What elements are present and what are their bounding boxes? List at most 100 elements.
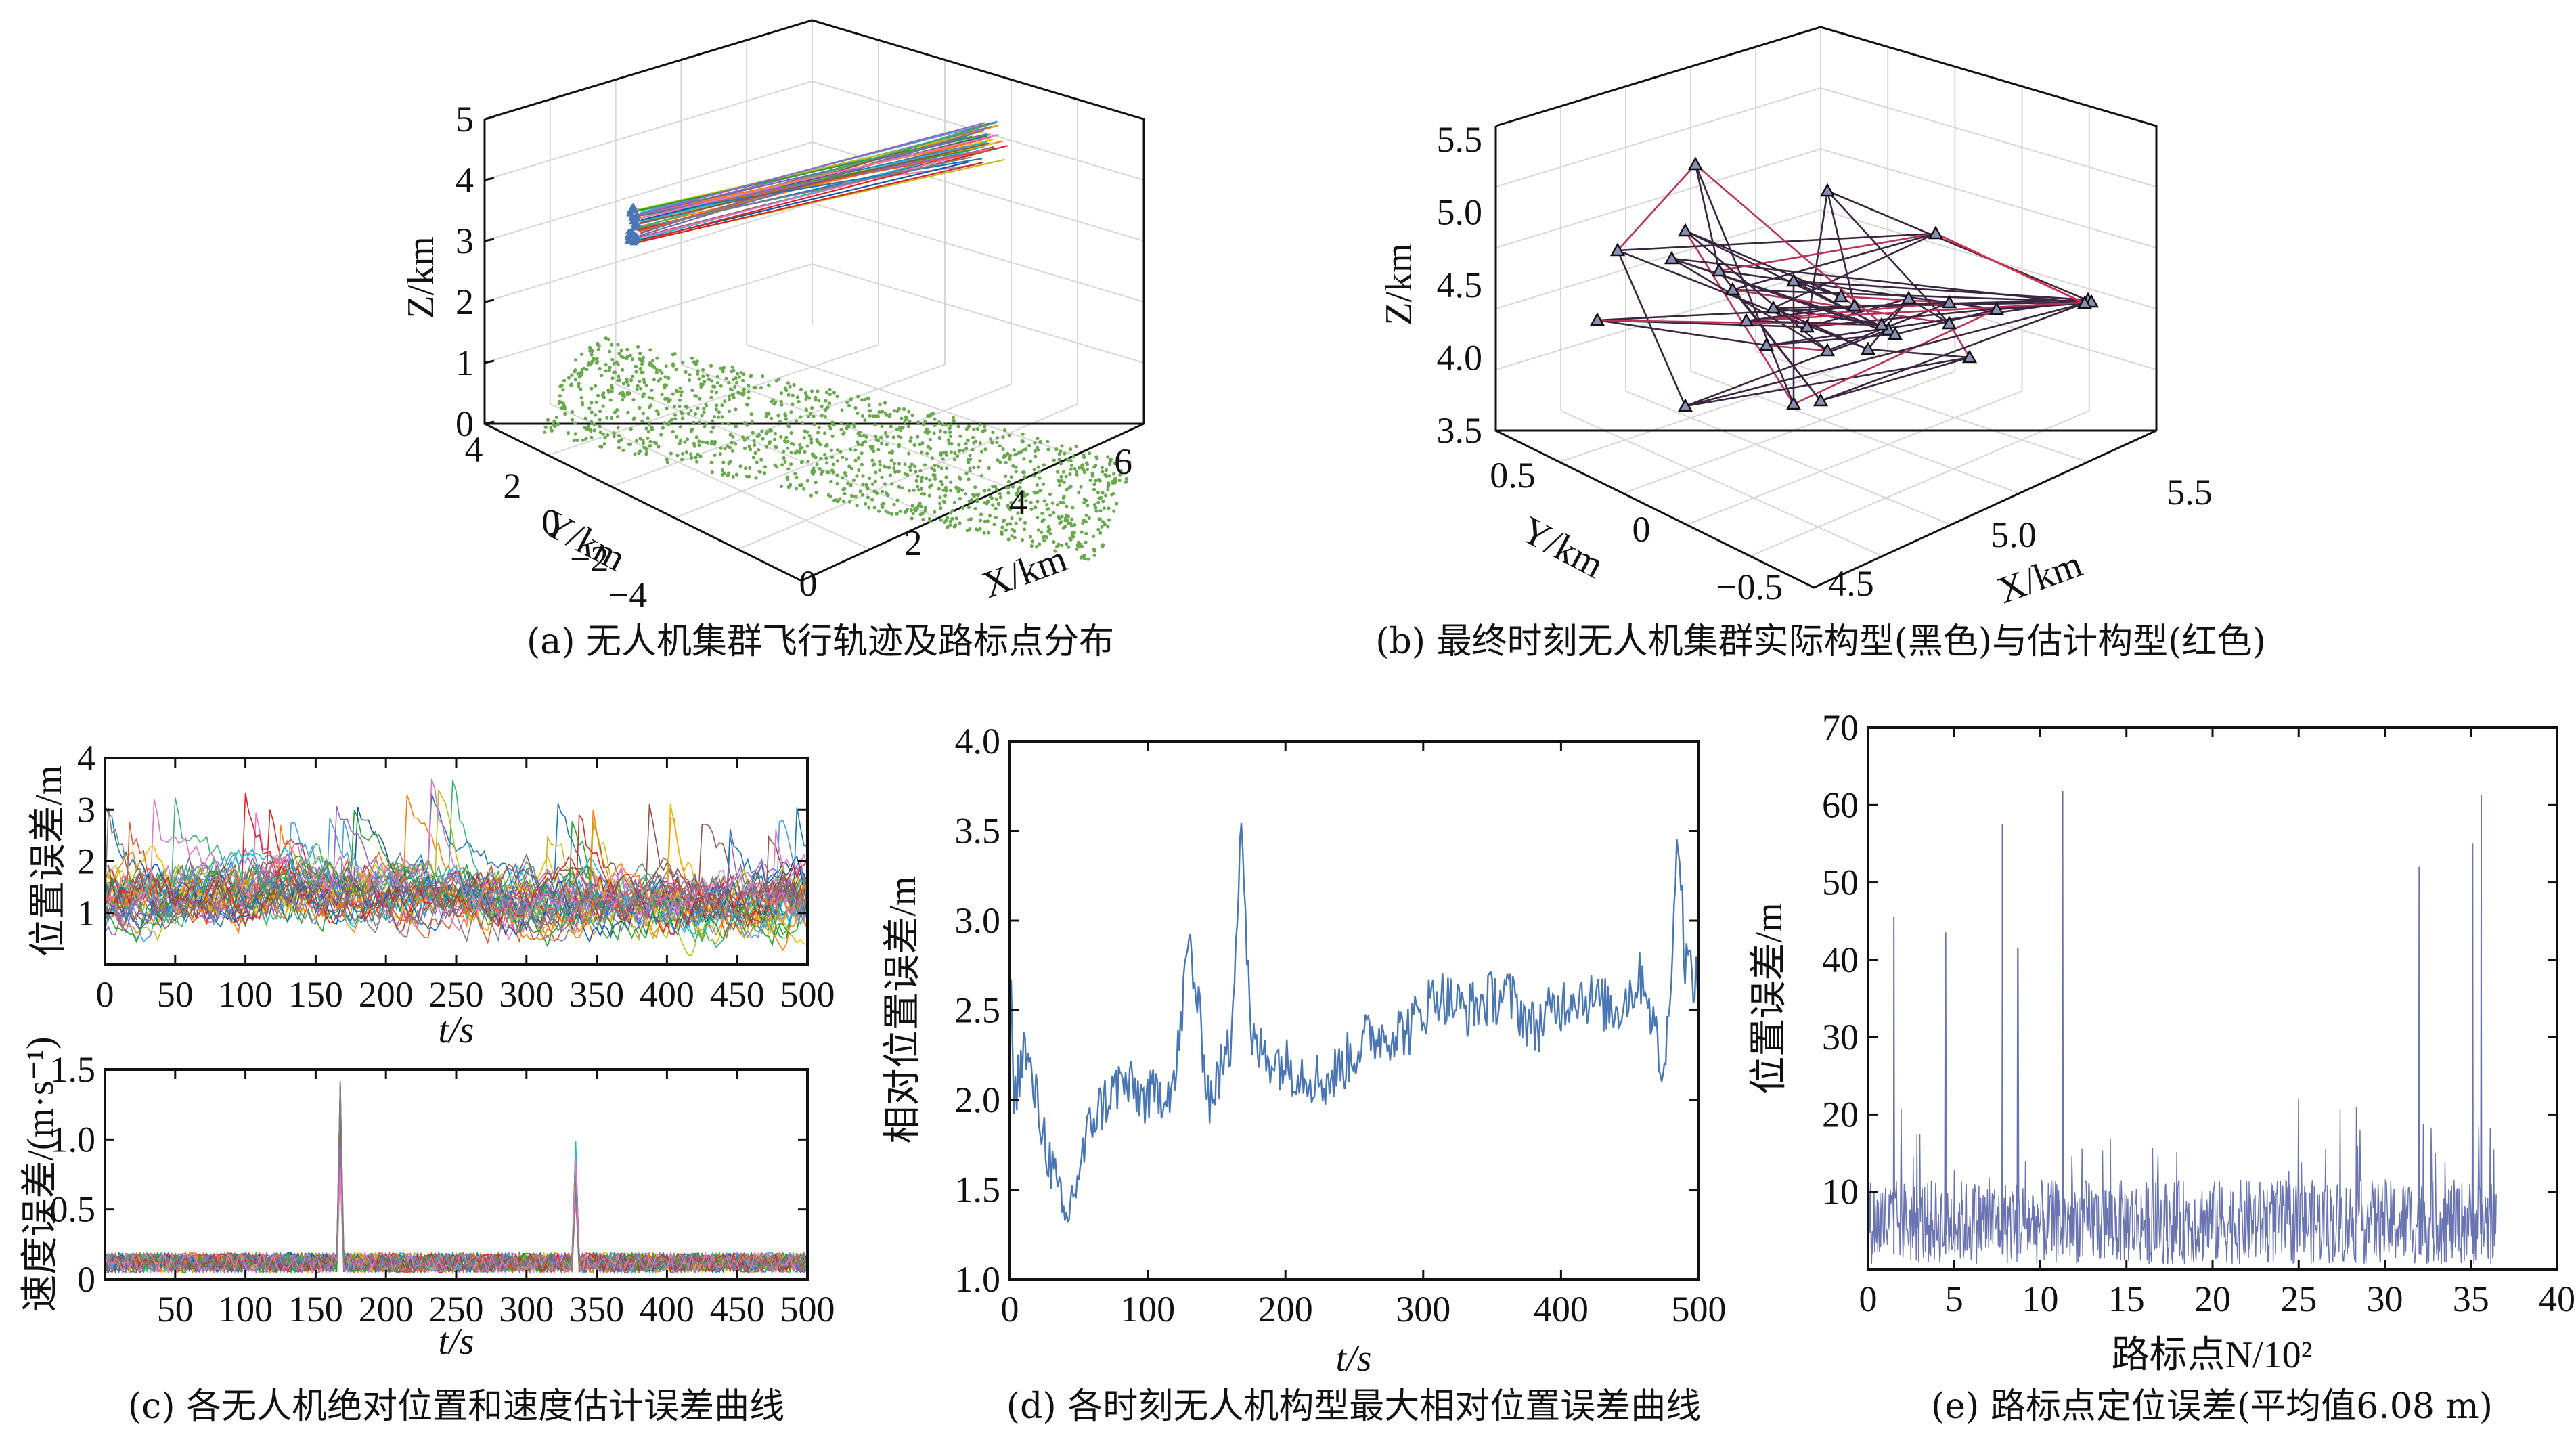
panel-c-velocity-ytick: 0 (77, 1259, 95, 1300)
landmark-point (1101, 491, 1105, 495)
landmark-point (1084, 531, 1088, 536)
landmark-point (856, 395, 860, 399)
landmark-point (860, 462, 864, 466)
landmark-point (616, 343, 620, 347)
landmark-point (627, 442, 631, 446)
landmark-point (1073, 523, 1077, 527)
landmark-point (1022, 527, 1026, 531)
landmark-point (1040, 530, 1044, 534)
landmark-point (1087, 516, 1091, 521)
landmark-point (604, 363, 608, 367)
landmark-point (1113, 481, 1117, 485)
landmark-point (704, 403, 708, 407)
panel-c-position-ytick: 1 (77, 893, 95, 933)
formation-link (1827, 190, 2092, 303)
landmark-point (742, 446, 747, 451)
panel-d-xtick: 100 (1120, 1289, 1175, 1329)
panel-c-position-xtick: 400 (640, 974, 694, 1015)
formation-link (1671, 257, 1828, 352)
landmark-point (630, 357, 634, 361)
landmark-point (835, 394, 839, 399)
landmark-point (754, 476, 758, 480)
landmark-point (998, 444, 1002, 448)
pane-gridline (1820, 87, 2157, 188)
landmark-point (642, 378, 646, 382)
landmark-point (944, 453, 949, 457)
landmark-point (739, 371, 743, 375)
landmark-point (873, 423, 877, 427)
landmark-point (606, 433, 610, 437)
landmark-point (692, 360, 696, 364)
landmark-point (579, 371, 583, 375)
panel-a-ztick-mark (484, 299, 495, 303)
landmark-point (836, 448, 840, 452)
landmark-point (1022, 457, 1026, 461)
landmark-point (684, 450, 689, 454)
landmark-point (1021, 490, 1025, 495)
landmark-point (1018, 480, 1022, 485)
landmark-point (975, 493, 979, 497)
landmark-point (598, 431, 602, 435)
uav-node (1833, 288, 1849, 303)
landmark-point (1036, 516, 1040, 520)
landmark-point (1035, 545, 1039, 549)
landmark-point (930, 466, 934, 471)
landmark-point (1029, 544, 1034, 548)
landmark-point (664, 364, 668, 368)
landmark-point (632, 416, 636, 420)
landmark-point (844, 457, 849, 461)
landmark-point (606, 337, 610, 341)
panel-e-xtick: 15 (2108, 1279, 2145, 1319)
formation-link (1718, 232, 1936, 272)
landmark-point (721, 366, 726, 370)
landmark-point (1063, 451, 1067, 456)
landmark-point (809, 441, 814, 445)
landmark-point (552, 419, 556, 423)
landmark-point (954, 485, 958, 489)
landmark-point (817, 399, 821, 403)
uav-trajectory (641, 158, 983, 216)
landmark-point (610, 386, 615, 390)
landmark-point (1016, 511, 1020, 515)
landmark-point (925, 451, 929, 456)
landmark-point (693, 412, 698, 416)
landmark-point (598, 418, 602, 422)
landmark-point (583, 426, 587, 430)
landmark-point (847, 464, 851, 468)
landmark-point (671, 429, 675, 434)
landmark-point (718, 452, 722, 456)
pane-gridline (1495, 270, 1821, 370)
landmark-point (747, 390, 751, 394)
panel-c-velocity-xtick: 100 (218, 1289, 273, 1329)
panel-b-top-edges (1495, 26, 2158, 431)
landmark-point (1071, 506, 1075, 510)
landmark-point (705, 373, 710, 378)
landmark-point (1045, 503, 1049, 507)
landmark-point (1124, 480, 1128, 484)
floor-gridline (550, 403, 870, 550)
landmark-point (671, 392, 675, 396)
landmark-point (857, 468, 861, 472)
landmark-point (906, 472, 910, 477)
landmark-point (659, 433, 663, 437)
panel-c-velocity-xlabel: t/s (439, 1321, 474, 1363)
landmark-point (819, 456, 823, 461)
landmark-point (616, 415, 620, 419)
uav-node (2077, 295, 2093, 309)
panel-c-velocity-xtick: 250 (429, 1289, 484, 1329)
landmark-point (617, 434, 621, 438)
landmark-point (727, 471, 731, 475)
landmark-point (897, 407, 901, 411)
landmark-point (661, 426, 665, 430)
landmark-point (964, 441, 968, 446)
landmark-point (809, 437, 814, 441)
panel-c-position-ticks: 0 50 100 150 200 250 300 350 400 450 500 1 2 3 4 (77, 738, 835, 1015)
panel-b-zlabel: Z/km (1378, 243, 1420, 325)
landmark-point (952, 416, 956, 420)
landmark-point (791, 393, 795, 397)
landmark-point (621, 448, 625, 452)
landmark-point (638, 379, 642, 384)
pane-gridline (484, 202, 813, 303)
landmark-point (586, 363, 591, 367)
